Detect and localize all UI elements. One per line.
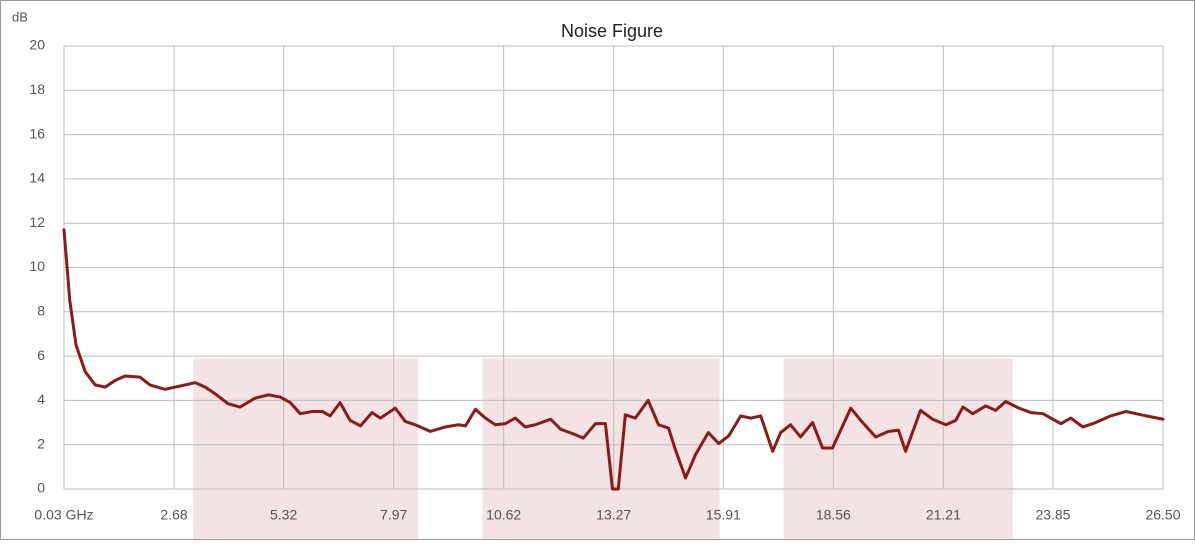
x-tick-label: 23.85 [1035,507,1070,523]
y-tick-label: 14 [29,170,45,186]
x-tick-label: 21.21 [926,507,961,523]
data-line [62,228,1165,491]
x-tick-label: 18.56 [816,507,851,523]
x-tick-label: 5.32 [270,507,297,523]
x-tick-label: 0.03 GHz [34,507,93,523]
y-tick-label: 16 [29,125,45,141]
y-tick-label: 6 [37,347,45,363]
x-tick-label: 10.62 [486,507,521,523]
x-tick-label: 26.50 [1145,507,1180,523]
y-tick-label: 2 [37,435,45,451]
y-tick-label: 8 [37,303,45,319]
highlight-band [482,358,720,539]
y-tick-label: 12 [29,214,45,230]
x-tick-label: 13.27 [596,507,631,523]
x-tick-label: 7.97 [380,507,407,523]
y-tick-label: 10 [29,258,45,274]
y-tick-label: 18 [29,81,45,97]
y-tick-label: 0 [37,480,45,496]
x-tick-label: 15.91 [706,507,741,523]
x-tick-label: 2.68 [160,507,187,523]
y-tick-label: 20 [29,37,45,53]
chart-title: Noise Figure [561,21,663,41]
y-axis-label: dB [12,9,28,24]
y-tick-label: 4 [37,391,45,407]
highlight-band [193,358,419,539]
